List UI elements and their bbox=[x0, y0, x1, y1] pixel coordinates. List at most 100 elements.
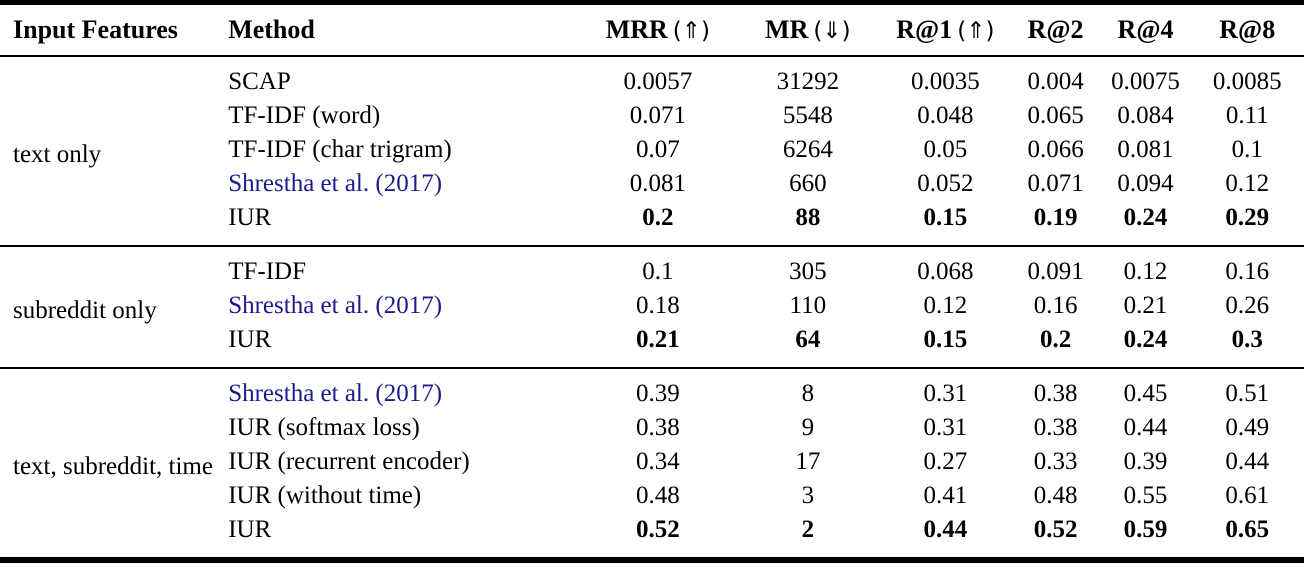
value-cell-mr: 31292 bbox=[776, 68, 840, 95]
table-row: IUR (recurrent encoder) 0.34 17 0.27 0.33 0.3… bbox=[0, 445, 1304, 479]
table-group: text only SCAP 0.0057 31292 0.0035 0.004 0.007… bbox=[0, 56, 1304, 246]
value-cell-r-at-2: 0.004 bbox=[1027, 68, 1084, 95]
value-cell-mrr: 0.52 bbox=[635, 516, 680, 543]
value-cell-r-at-8: 0.49 bbox=[1225, 414, 1270, 441]
value-cell-r-at-4: 0.084 bbox=[1117, 102, 1174, 129]
value-cell-mrr: 0.18 bbox=[635, 292, 680, 319]
value-cell-r-at-8: 0.1 bbox=[1231, 136, 1263, 163]
header-label: R@2 bbox=[1027, 15, 1084, 44]
value-cell-r-at-4: 0.094 bbox=[1117, 170, 1174, 197]
value-cell-r-at-2: 0.066 bbox=[1027, 136, 1084, 163]
value-cell-mrr: 0.2 bbox=[642, 204, 674, 231]
citation-link[interactable]: Shrestha et al. (2017) bbox=[228, 292, 443, 319]
header-label: MR bbox=[765, 15, 809, 44]
method-cell: TF-IDF (char trigram) bbox=[228, 136, 452, 163]
table-row: TF-IDF (char trigram) 0.07 6264 0.05 0.066 0.… bbox=[0, 133, 1304, 167]
value-cell-r-at-2: 0.16 bbox=[1033, 292, 1078, 319]
header-label: R@8 bbox=[1219, 15, 1276, 44]
method-cell: Shrestha et al. (2017) bbox=[228, 368, 580, 411]
input-features-label: text, subreddit, time bbox=[13, 453, 213, 480]
citation-link[interactable]: Shrestha et al. (2017) bbox=[228, 380, 443, 407]
header-mrr: MRR (⇑) bbox=[580, 3, 735, 57]
value-cell-mrr: 0.21 bbox=[635, 326, 680, 353]
table-row: IUR (without time) 0.48 3 0.41 0.48 0.55 0.61 bbox=[0, 479, 1304, 513]
value-cell-r-at-4: 0.12 bbox=[1123, 258, 1168, 285]
value-cell-r-at-4: 0.44 bbox=[1123, 414, 1168, 441]
header-label: R@1 bbox=[896, 15, 953, 44]
header-r-at-1: R@1 (⇑) bbox=[880, 3, 1010, 57]
value-cell-r-at-4: 0.59 bbox=[1123, 516, 1168, 543]
method-cell: IUR bbox=[228, 204, 272, 231]
value-cell-r-at-1: 0.41 bbox=[923, 482, 968, 509]
value-cell-r-at-8: 0.26 bbox=[1225, 292, 1270, 319]
value-cell-r-at-2: 0.38 bbox=[1033, 414, 1078, 441]
table-group: text, subreddit, time Shrestha et al. (20… bbox=[0, 368, 1304, 560]
method-cell: IUR (recurrent encoder) bbox=[228, 448, 470, 475]
header-mr: MR (⇓) bbox=[735, 3, 880, 57]
value-cell-r-at-1: 0.052 bbox=[917, 170, 974, 197]
method-cell: IUR bbox=[228, 516, 272, 543]
value-cell-r-at-2: 0.065 bbox=[1027, 102, 1084, 129]
table-group: subreddit only TF-IDF 0.1 305 0.068 0.091 0.12… bbox=[0, 246, 1304, 368]
value-cell-mr: 6264 bbox=[782, 136, 833, 163]
value-cell-r-at-4: 0.081 bbox=[1117, 136, 1174, 163]
table-row: Shrestha et al. (2017) 0.081 660 0.052 0.071… bbox=[0, 167, 1304, 201]
value-cell-mr: 2 bbox=[801, 516, 815, 543]
input-features-label: subreddit only bbox=[13, 297, 157, 324]
method-cell: Shrestha et al. (2017) bbox=[228, 289, 580, 323]
value-cell-r-at-1: 0.12 bbox=[923, 292, 968, 319]
value-cell-r-at-8: 0.61 bbox=[1225, 482, 1270, 509]
table-row: IUR 0.2 88 0.15 0.19 0.24 0.29 bbox=[0, 201, 1304, 246]
header-r-at-8: R@8 bbox=[1191, 3, 1304, 57]
up-double-arrow-icon: (⇑) bbox=[957, 18, 995, 44]
value-cell-r-at-1: 0.068 bbox=[917, 258, 974, 285]
value-cell-mr: 64 bbox=[795, 326, 821, 353]
value-cell-r-at-1: 0.31 bbox=[923, 380, 968, 407]
method-cell: TF-IDF (word) bbox=[228, 102, 381, 129]
method-cell: IUR bbox=[228, 326, 272, 353]
value-cell-r-at-2: 0.48 bbox=[1033, 482, 1078, 509]
value-cell-r-at-1: 0.27 bbox=[923, 448, 968, 475]
value-cell-r-at-8: 0.0085 bbox=[1212, 68, 1282, 95]
value-cell-r-at-8: 0.65 bbox=[1225, 516, 1270, 543]
value-cell-r-at-2: 0.38 bbox=[1033, 380, 1078, 407]
value-cell-mrr: 0.0057 bbox=[623, 68, 693, 95]
table-row: IUR (softmax loss) 0.38 9 0.31 0.38 0.44 0.49 bbox=[0, 411, 1304, 445]
header-label: Method bbox=[228, 15, 315, 44]
header-label: R@4 bbox=[1117, 15, 1174, 44]
value-cell-r-at-8: 0.12 bbox=[1225, 170, 1270, 197]
value-cell-mr: 9 bbox=[801, 414, 815, 441]
value-cell-r-at-1: 0.05 bbox=[923, 136, 968, 163]
value-cell-r-at-2: 0.071 bbox=[1027, 170, 1084, 197]
header-r-at-4: R@4 bbox=[1101, 3, 1191, 57]
value-cell-mr: 3 bbox=[801, 482, 815, 509]
table-row: Shrestha et al. (2017) 0.18 110 0.12 0.16 0.2… bbox=[0, 289, 1304, 323]
value-cell-mr: 305 bbox=[789, 258, 827, 285]
header-input-features: Input Features bbox=[0, 3, 228, 57]
value-cell-r-at-8: 0.29 bbox=[1225, 204, 1270, 231]
table-row: IUR 0.21 64 0.15 0.2 0.24 0.3 bbox=[0, 323, 1304, 368]
value-cell-r-at-8: 0.44 bbox=[1225, 448, 1270, 475]
table-row: text only SCAP 0.0057 31292 0.0035 0.004 0.007… bbox=[0, 56, 1304, 168]
method-cell: IUR (softmax loss) bbox=[228, 414, 420, 441]
value-cell-r-at-2: 0.091 bbox=[1027, 258, 1084, 285]
value-cell-mrr: 0.1 bbox=[642, 258, 674, 285]
value-cell-mr: 8 bbox=[801, 380, 815, 407]
value-cell-r-at-4: 0.55 bbox=[1123, 482, 1168, 509]
down-double-arrow-icon: (⇓) bbox=[813, 18, 851, 44]
header-method: Method bbox=[228, 3, 580, 57]
value-cell-mrr: 0.07 bbox=[635, 136, 680, 163]
table-header: Input Features Method MRR (⇑) MR (⇓) R@1 (⇑… bbox=[0, 3, 1304, 57]
input-features-label: text only bbox=[13, 141, 102, 168]
value-cell-r-at-4: 0.0075 bbox=[1111, 68, 1180, 95]
method-cell: SCAP bbox=[228, 68, 291, 95]
value-cell-r-at-1: 0.0035 bbox=[911, 68, 980, 95]
value-cell-mr: 17 bbox=[795, 448, 821, 475]
value-cell-mrr: 0.39 bbox=[635, 380, 680, 407]
value-cell-r-at-8: 0.3 bbox=[1231, 326, 1263, 353]
citation-link[interactable]: Shrestha et al. (2017) bbox=[228, 170, 443, 197]
value-cell-mrr: 0.38 bbox=[635, 414, 680, 441]
header-label: MRR bbox=[605, 15, 668, 44]
value-cell-r-at-1: 0.15 bbox=[923, 204, 968, 231]
